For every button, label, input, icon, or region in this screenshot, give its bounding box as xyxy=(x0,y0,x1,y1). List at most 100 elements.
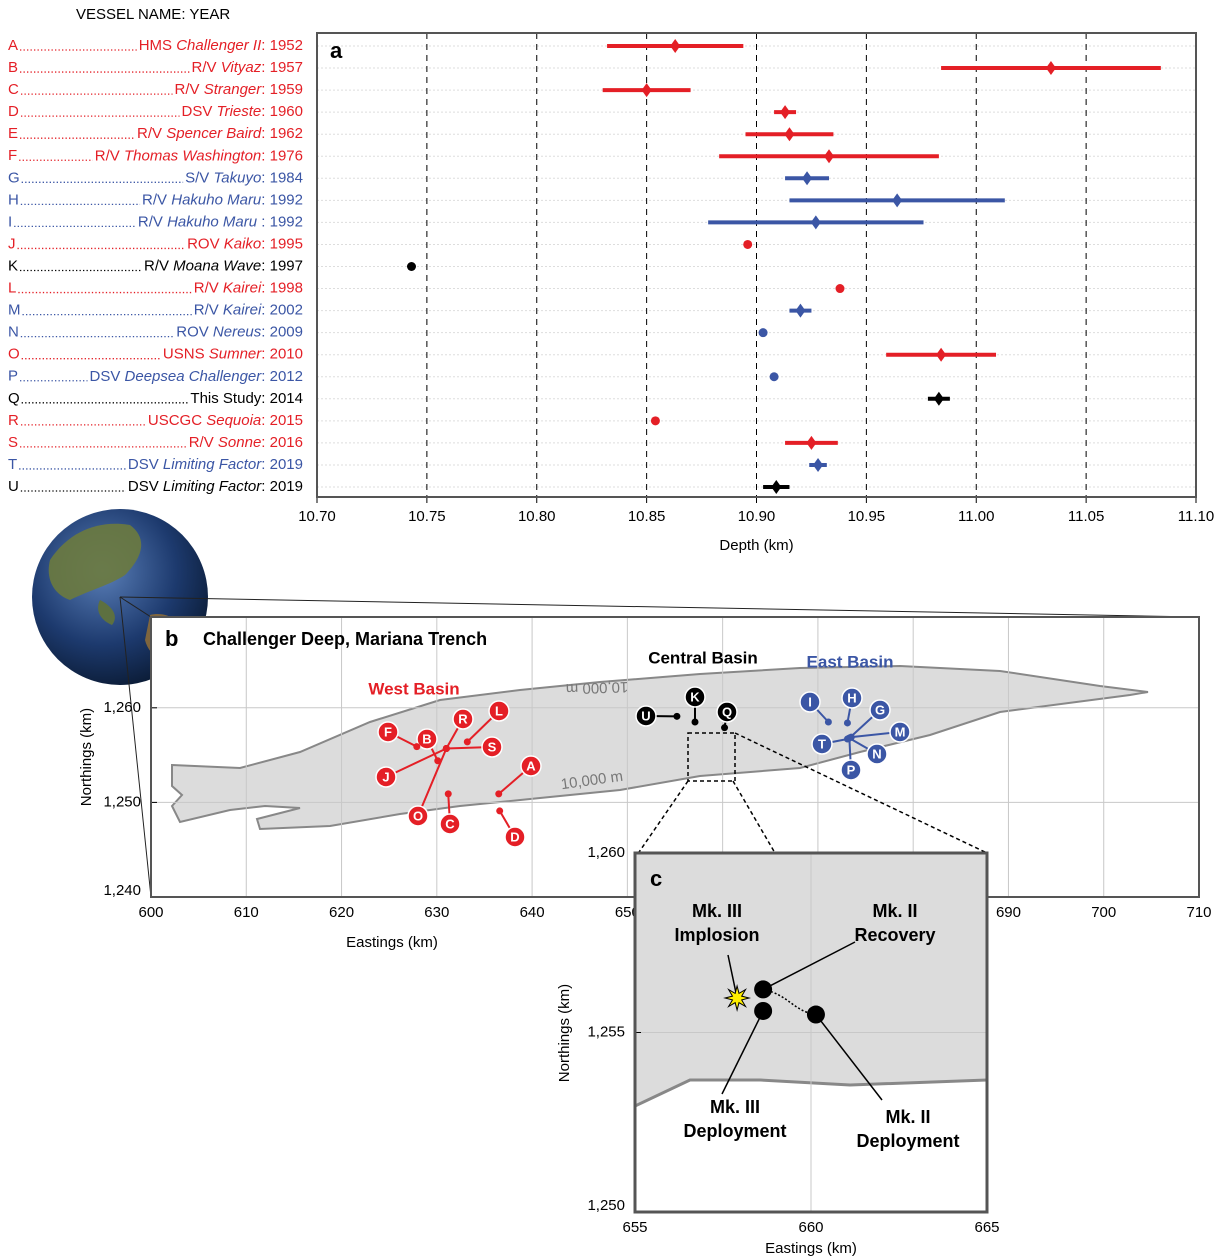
site-point xyxy=(825,719,832,726)
site-label: K xyxy=(690,689,700,704)
row-label: R/V Kairei: 1998 xyxy=(194,280,303,297)
point-annotation: Implosion xyxy=(675,925,760,945)
contour-label: 10,000 m xyxy=(565,678,628,697)
instrument-marker xyxy=(754,1002,772,1020)
row-letter: E xyxy=(8,125,18,142)
y-axis-label: Northings (km) xyxy=(78,708,95,806)
row-label-part: R/V xyxy=(142,191,171,208)
row-letter: H xyxy=(8,191,19,208)
x-tick-label: 655 xyxy=(622,1219,647,1236)
row-label-part: Moana Wave xyxy=(173,257,261,274)
row-label-part: Deepsea Challenger xyxy=(125,368,263,385)
row-label-part: Takuyo xyxy=(213,169,261,186)
row-label: DSV Deepsea Challenger: 2012 xyxy=(90,368,304,385)
point-annotation: Deployment xyxy=(683,1121,786,1141)
row-label-part: USNS xyxy=(163,346,209,363)
row-label: USCGC Sequoia: 2015 xyxy=(148,412,303,429)
row-label-part: R/V xyxy=(95,147,124,164)
row-label-part: : 1984 xyxy=(261,169,303,186)
site-point xyxy=(445,790,452,797)
x-tick-label: 640 xyxy=(520,904,545,921)
y-tick-label: 1,260 xyxy=(103,699,141,716)
panel-label: b xyxy=(165,626,178,651)
row-label-part: : 1992 xyxy=(261,213,303,230)
row-letter: K xyxy=(8,257,18,274)
x-tick-label: 11.00 xyxy=(958,508,994,525)
site-label: B xyxy=(422,731,431,746)
row-label: R/V Hakuho Maru : 1992 xyxy=(138,213,303,230)
row-label-part: Nereus xyxy=(213,324,262,341)
point-annotation: Mk. III xyxy=(710,1097,760,1117)
site-label: I xyxy=(808,694,812,709)
row-letter: U xyxy=(8,478,19,495)
row-label-part: This Study: 2014 xyxy=(190,390,303,407)
y-tick-label: 1,260 xyxy=(587,844,625,861)
row-label-part: ROV xyxy=(187,235,224,252)
y-tick-label: 1,250 xyxy=(103,793,141,810)
row-label-part: DSV xyxy=(182,103,217,120)
row-label: R/V Kairei: 2002 xyxy=(194,302,303,319)
row-label-part: R/V xyxy=(194,302,223,319)
depth-marker xyxy=(836,284,845,293)
row-label-part: : 2015 xyxy=(261,412,303,429)
basin-label: East Basin xyxy=(807,652,894,671)
point-annotation: Deployment xyxy=(856,1131,959,1151)
row-label-part: : 2019 xyxy=(261,456,303,473)
site-label: J xyxy=(382,769,389,784)
row-letter: J xyxy=(8,235,16,252)
x-tick-label: 600 xyxy=(138,904,163,921)
y-tick-label: 1,255 xyxy=(587,1023,625,1040)
x-tick-label: 11.10 xyxy=(1178,508,1214,525)
site-point xyxy=(443,745,450,752)
site-label: G xyxy=(875,702,885,717)
row-label: ROV Nereus: 2009 xyxy=(176,324,303,341)
point-annotation: Mk. II xyxy=(885,1107,930,1127)
row-label-part: R/V xyxy=(194,280,223,297)
x-axis-label: Eastings (km) xyxy=(765,1240,857,1257)
row-letter: L xyxy=(8,280,16,297)
map-title: Challenger Deep, Mariana Trench xyxy=(203,629,487,649)
row-label-part: Hakuho Maru xyxy=(167,213,261,230)
row-label-part: : 2002 xyxy=(261,302,303,319)
site-label: O xyxy=(413,808,423,823)
row-label: DSV Trieste: 1960 xyxy=(182,103,303,120)
row-label-part: DSV xyxy=(90,368,125,385)
row-label: This Study: 2014 xyxy=(190,390,303,407)
row-label: USNS Sumner: 2010 xyxy=(163,346,303,363)
row-label-part: : 1992 xyxy=(261,191,303,208)
row-label-part: Spencer Baird xyxy=(166,125,262,142)
point-annotation: Mk. III xyxy=(692,901,742,921)
row-label-part: Stranger xyxy=(204,81,263,98)
row-label-part: Vityaz xyxy=(221,59,262,76)
site-point xyxy=(692,719,699,726)
basin-label: West Basin xyxy=(368,679,459,698)
site-point xyxy=(464,738,471,745)
y-tick-label: 1,250 xyxy=(587,1197,625,1214)
row-letter: R xyxy=(8,412,19,429)
depth-marker xyxy=(759,328,768,337)
site-point xyxy=(673,713,680,720)
figure: 10.7010.7510.8010.8510.9010.9511.0011.05… xyxy=(0,0,1225,1260)
row-label-part: : 1998 xyxy=(261,280,303,297)
row-label-part: Trieste xyxy=(217,103,262,120)
row-label-part: DSV xyxy=(128,456,163,473)
row-label-part: Challenger II xyxy=(176,37,261,54)
page: {"chart_data": [ {"type": "errorbar", "p… xyxy=(0,0,1225,1260)
row-label-part: : 1976 xyxy=(261,147,303,164)
row-label-part: R/V xyxy=(192,59,221,76)
row-label-part: : 2010 xyxy=(261,346,303,363)
site-point xyxy=(844,736,851,743)
panel-label: a xyxy=(330,38,343,63)
row-letter: B xyxy=(8,59,18,76)
depth-marker xyxy=(770,372,779,381)
row-letter: C xyxy=(8,81,19,98)
row-label: DSV Limiting Factor: 2019 xyxy=(128,456,303,473)
x-tick-label: 10.90 xyxy=(738,508,776,525)
row-letter: A xyxy=(8,37,18,54)
column-header: VESSEL NAME: YEAR xyxy=(76,6,230,23)
site-point xyxy=(721,724,728,731)
row-label-part: Sumner xyxy=(209,346,263,363)
row-label: R/V Stranger: 1959 xyxy=(175,81,303,98)
row-label-part: Sonne xyxy=(218,434,261,451)
row-letter: O xyxy=(8,346,20,363)
